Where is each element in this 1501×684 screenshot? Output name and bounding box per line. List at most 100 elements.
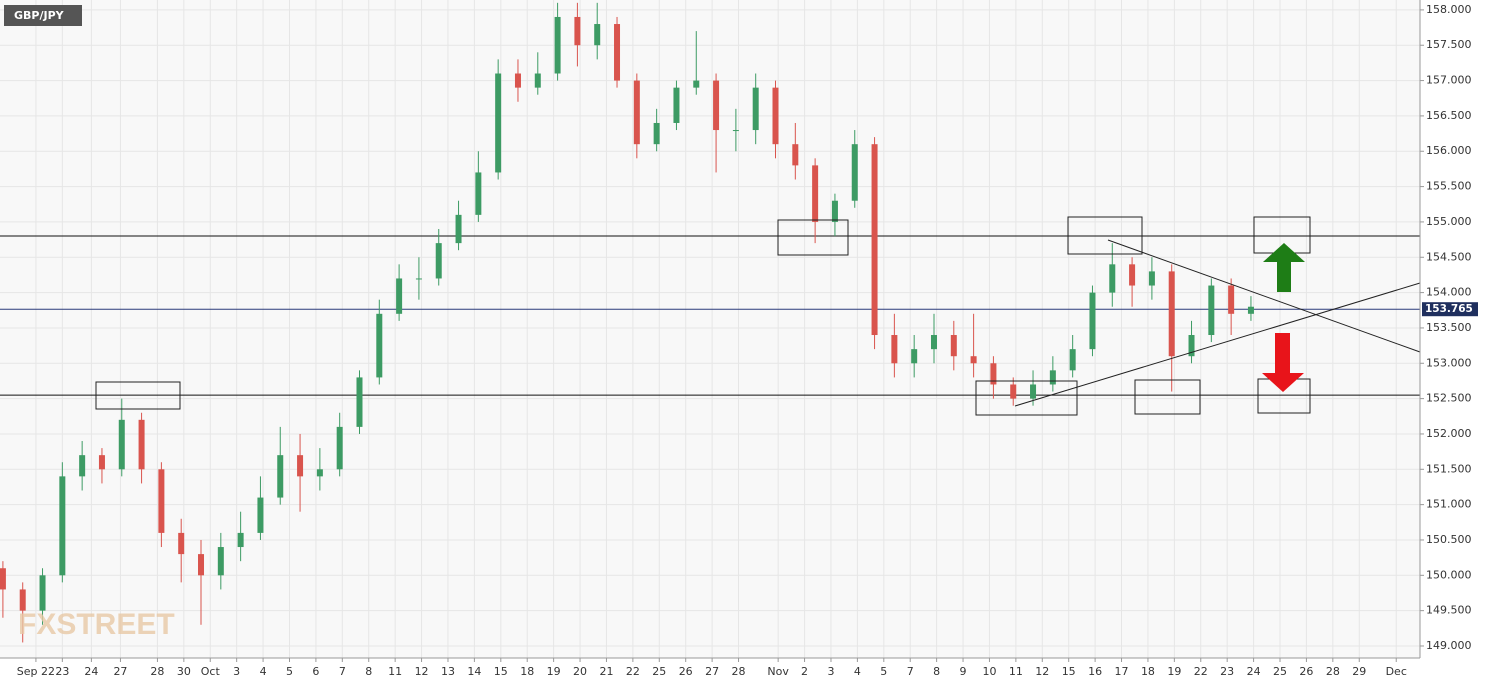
x-tick-label: 19 [547,665,561,678]
candle-body [217,547,224,576]
box [975,380,1078,416]
y-tick-label: 149.000 [1426,639,1472,652]
x-tick-label: 27 [705,665,719,678]
y-tick-label: 153.000 [1426,356,1472,369]
candle-body [990,363,997,385]
candle-body [713,80,720,131]
x-tick-label: 18 [1141,665,1155,678]
x-tick-label: 29 [1352,665,1366,678]
candle-body [514,73,521,88]
x-tick-label: 4 [854,665,861,678]
candle-body [594,24,601,46]
candle-body [1129,264,1136,286]
candle-body [336,426,343,470]
candle-body [1188,335,1195,357]
y-tick-label: 154.000 [1426,286,1472,299]
x-tick-label: 22 [1194,665,1208,678]
candle-body [1208,285,1215,336]
y-tick-label: 155.500 [1426,180,1472,193]
candle-body [871,144,878,336]
x-tick-label: 11 [1009,665,1023,678]
candle-body [1228,285,1235,314]
candle-body [1069,349,1076,371]
candle-body [257,497,264,533]
candle-body [178,532,185,555]
candle-body [970,356,977,364]
candle-body [911,349,918,364]
candle-body [1168,271,1175,357]
candle-body [158,469,165,533]
x-tick-label: 20 [573,665,587,678]
candle-body [297,455,304,477]
x-tick-label: 4 [260,665,267,678]
candle-body [1030,384,1037,399]
levels [0,235,1420,396]
candle-body [237,532,244,548]
candle-body [1247,306,1254,314]
x-tick-label: 18 [520,665,534,678]
candle-body [574,16,581,46]
y-tick-label: 153.500 [1426,321,1472,334]
x-tick-label: 23 [55,665,69,678]
box [95,381,181,410]
candle-body [752,87,759,131]
candle-body [59,476,66,576]
chart-title: GBP/JPY [14,9,65,22]
x-tick-label: 2 [801,665,808,678]
x-tick-label: 28 [150,665,164,678]
candle-body [376,313,383,378]
watermark: FXSTREET [18,608,175,641]
y-tick-label: 157.500 [1426,38,1472,51]
x-tick-label: 16 [1088,665,1102,678]
last-price-badge [1422,302,1478,317]
candle-body [851,144,858,201]
candle-body [396,278,403,314]
x-tick-label: Dec [1386,665,1407,678]
x-tick-label: Oct [201,665,221,678]
candle-body [1089,292,1096,350]
grid [0,0,1420,658]
trend-line [1107,239,1421,353]
candle-body [138,419,145,470]
candle-body [1148,271,1155,286]
candles [0,2,1254,643]
x-tick-label: 21 [599,665,613,678]
candle-body [554,16,561,74]
x-tick-label: Sep 22 [17,665,55,678]
y-tick-label: 151.000 [1426,498,1472,511]
x-tick-label: 22 [626,665,640,678]
candle-body [1049,370,1056,385]
candle-body [415,278,422,280]
y-tick-label: 158.000 [1426,3,1472,16]
arrow-down [1262,333,1304,392]
candle-body [19,589,26,611]
x-tick-label: 24 [1247,665,1261,678]
plot-background [0,0,1420,658]
candle-body [534,73,541,88]
candle-body [772,87,779,145]
y-tick-label: 152.500 [1426,392,1472,405]
candle-body [653,122,660,145]
x-tick-label: 5 [286,665,293,678]
x-tick-label: 8 [365,665,372,678]
candle-body [356,377,363,427]
x-tick-label: 15 [494,665,508,678]
x-tick-label: 26 [1299,665,1313,678]
candle-body [435,243,442,279]
candle-body [198,554,205,576]
x-tick-label: 27 [113,665,127,678]
candle-body [812,165,819,222]
candle-body [930,335,937,350]
x-tick-label: 12 [415,665,429,678]
x-tick-label: 30 [177,665,191,678]
trend-line [1014,282,1421,407]
x-tick-label: 10 [982,665,996,678]
x-tick-label: 8 [933,665,940,678]
candle-body [673,87,680,123]
x-tick-label: 23 [1220,665,1234,678]
x-tick-label: 12 [1035,665,1049,678]
candle-body [495,73,502,173]
x-tick-label: 13 [441,665,455,678]
candle-body [455,214,462,244]
